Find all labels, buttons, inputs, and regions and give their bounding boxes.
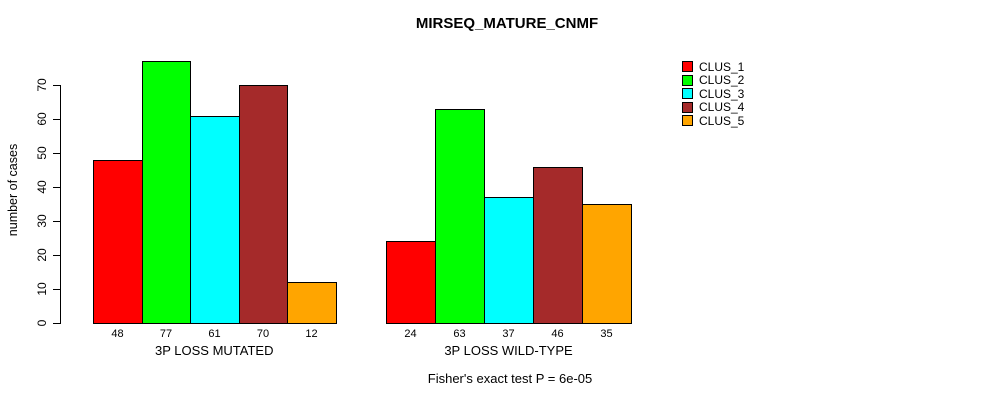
bar-group1-clus_3 [190,116,240,324]
y-tick-label-10: 10 [35,282,49,296]
fisher-test-annotation: Fisher's exact test P = 6e-05 [427,371,593,386]
y-tick-label-30: 30 [35,214,49,228]
y-tick-60 [53,119,60,120]
bar-group1-clus_1 [93,160,143,324]
bar-value-group2-clus_2: 63 [453,328,466,340]
y-tick-20 [53,255,60,256]
legend-item-clus_2: CLUS_2 [682,73,745,88]
bar-group2-clus_4 [533,167,583,324]
bar-value-group1-clus_4: 70 [256,328,270,340]
y-tick-30 [53,221,60,222]
legend-label-clus_5: CLUS_5 [699,113,745,128]
bar-value-group2-clus_3: 37 [502,328,515,340]
legend-label-clus_1: CLUS_1 [699,59,745,74]
legend-swatch-clus_4 [682,101,693,113]
y-axis-label: number of cases [6,143,20,237]
legend-item-clus_3: CLUS_3 [682,87,744,101]
y-tick-label-20: 20 [35,248,49,262]
group-label-1: 3P LOSS MUTATED [155,343,274,358]
bar-value-group1-clus_1: 48 [111,328,124,340]
chart-title: MIRSEQ_MATURE_CNMF [415,15,599,32]
bar-group2-clus_3 [484,197,534,324]
y-tick-label-70: 70 [35,78,49,92]
legend-swatch-clus_1 [682,61,693,73]
y-tick-50 [53,153,60,154]
bar-group2-clus_5 [582,204,632,324]
bar-group1-clus_4 [239,85,288,324]
legend-label-clus_4: CLUS_4 [699,100,745,115]
bar-value-group2-clus_1: 24 [404,328,417,340]
bar-value-group2-clus_5: 35 [600,328,613,340]
y-tick-label-60: 60 [35,112,49,126]
legend-swatch-clus_5 [682,115,693,127]
legend-swatch-clus_3 [682,88,693,100]
legend-item-clus_1: CLUS_1 [682,60,744,74]
y-tick-label-40: 40 [35,180,49,194]
y-tick-40 [53,187,60,188]
legend-label-clus_3: CLUS_3 [699,86,745,101]
legend-item-clus_4: CLUS_4 [682,100,745,115]
y-tick-70 [53,85,60,86]
group-label-2: 3P LOSS WILD-TYPE [444,343,573,358]
legend-swatch-clus_2 [682,74,693,86]
bar-value-group1-clus_2: 77 [159,328,173,340]
legend: CLUS_1 CLUS_2 CLUS_3 CLUS_4 CLUS_5 [682,60,744,128]
y-tick-0 [53,323,60,324]
y-tick-label-0: 0 [35,319,49,327]
bar-group2-clus_2 [435,109,485,324]
bar-value-group1-clus_5: 12 [305,328,318,340]
y-tick-label-50: 50 [35,146,49,160]
y-tick-10 [53,289,60,290]
y-axis-line [60,85,61,324]
legend-item-clus_5: CLUS_5 [682,114,744,128]
legend-label-clus_2: CLUS_2 [699,73,745,88]
bar-group1-clus_2 [142,61,191,324]
bar-group1-clus_5 [287,282,337,324]
bar-value-group1-clus_3: 61 [208,328,221,340]
bar-value-group2-clus_4: 46 [551,328,564,340]
bar-group2-clus_1 [386,241,436,324]
